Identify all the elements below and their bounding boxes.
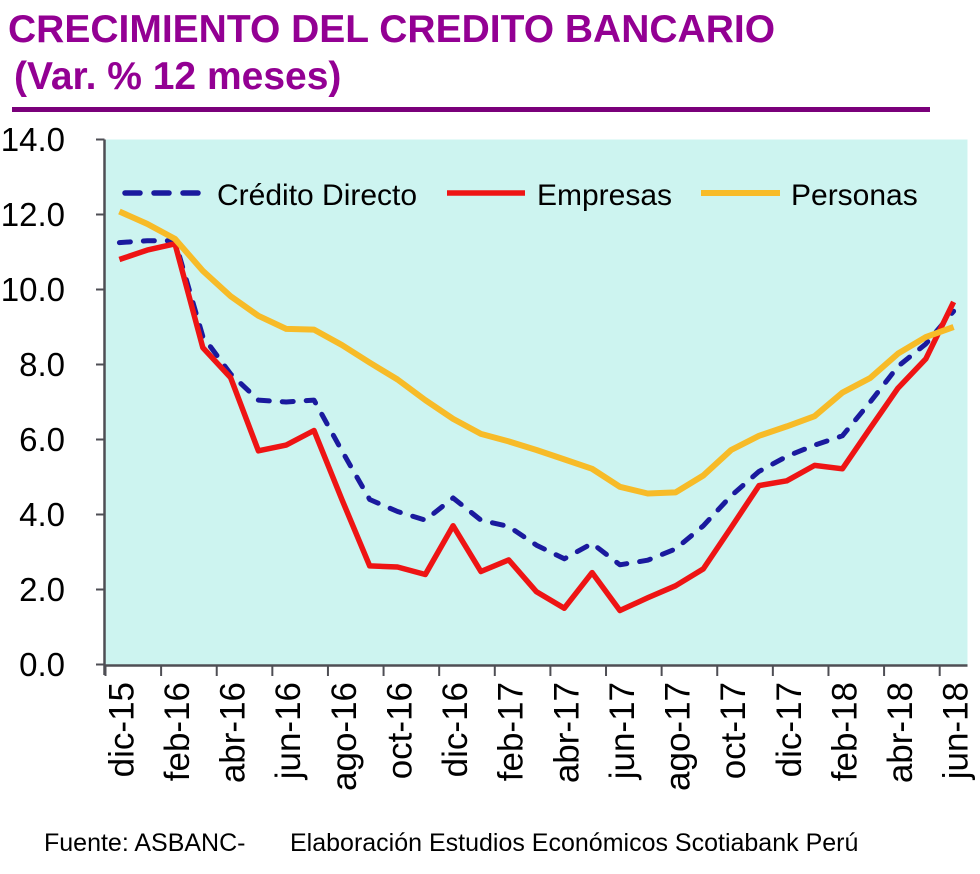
svg-text:ago-16: ago-16: [325, 682, 364, 791]
svg-text:0.0: 0.0: [19, 646, 65, 683]
svg-text:abr-18: abr-18: [881, 682, 920, 783]
svg-text:ago-17: ago-17: [659, 682, 698, 791]
svg-text:dic-15: dic-15: [102, 682, 141, 777]
svg-text:12.0: 12.0: [1, 196, 65, 233]
svg-text:(Var. % 12 meses): (Var. % 12 meses): [14, 55, 341, 98]
svg-text:4.0: 4.0: [19, 496, 65, 533]
svg-text:14.0: 14.0: [1, 121, 65, 158]
svg-text:Elaboración Estudios Económico: Elaboración Estudios Económicos Scotiaba…: [290, 829, 858, 857]
svg-text:oct-16: oct-16: [381, 682, 420, 779]
svg-text:dic-16: dic-16: [436, 682, 475, 777]
svg-text:10.0: 10.0: [1, 271, 65, 308]
svg-text:oct-17: oct-17: [714, 682, 753, 779]
svg-text:feb-16: feb-16: [158, 682, 197, 781]
svg-text:abr-17: abr-17: [547, 682, 586, 783]
svg-text:Empresas: Empresas: [537, 179, 672, 212]
svg-text:jun-18: jun-18: [937, 682, 976, 780]
svg-text:CRECIMIENTO DEL CREDITO BANCAR: CRECIMIENTO DEL CREDITO BANCARIO: [8, 8, 775, 51]
svg-text:2.0: 2.0: [19, 571, 65, 608]
svg-text:feb-18: feb-18: [825, 682, 864, 781]
svg-text:dic-17: dic-17: [770, 682, 809, 777]
svg-text:6.0: 6.0: [19, 421, 65, 458]
svg-text:Crédito Directo: Crédito Directo: [217, 179, 417, 212]
svg-text:abr-16: abr-16: [214, 682, 253, 783]
svg-text:8.0: 8.0: [19, 346, 65, 383]
svg-text:Personas: Personas: [791, 179, 918, 212]
svg-text:feb-17: feb-17: [492, 682, 531, 781]
svg-text:jun-17: jun-17: [603, 682, 642, 780]
svg-text:Fuente: ASBANC-: Fuente: ASBANC-: [44, 829, 245, 857]
svg-text:jun-16: jun-16: [269, 682, 308, 780]
